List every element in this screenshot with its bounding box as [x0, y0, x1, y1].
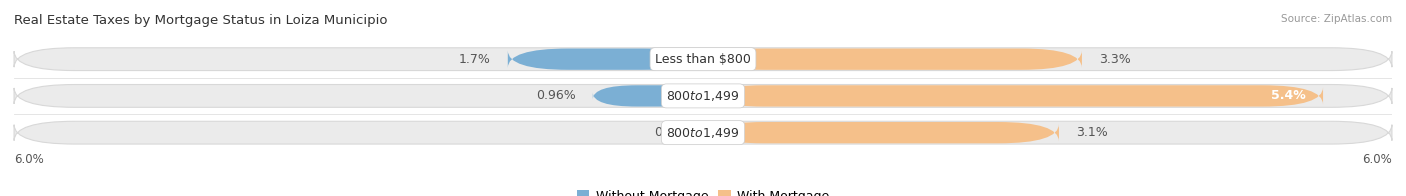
Text: $800 to $1,499: $800 to $1,499 — [666, 126, 740, 140]
FancyBboxPatch shape — [703, 122, 1059, 143]
FancyBboxPatch shape — [593, 85, 703, 107]
Text: Source: ZipAtlas.com: Source: ZipAtlas.com — [1281, 14, 1392, 24]
Text: 6.0%: 6.0% — [14, 153, 44, 166]
FancyBboxPatch shape — [14, 48, 1392, 71]
FancyBboxPatch shape — [703, 85, 1323, 107]
Text: Less than $800: Less than $800 — [655, 53, 751, 66]
FancyBboxPatch shape — [686, 122, 703, 143]
Legend: Without Mortgage, With Mortgage: Without Mortgage, With Mortgage — [572, 185, 834, 196]
Text: 0.0%: 0.0% — [654, 126, 686, 139]
Text: 3.1%: 3.1% — [1076, 126, 1108, 139]
FancyBboxPatch shape — [14, 84, 1392, 107]
Text: $800 to $1,499: $800 to $1,499 — [666, 89, 740, 103]
Text: 1.7%: 1.7% — [458, 53, 491, 66]
Text: 3.3%: 3.3% — [1099, 53, 1130, 66]
FancyBboxPatch shape — [703, 49, 1083, 70]
FancyBboxPatch shape — [508, 49, 703, 70]
Text: 5.4%: 5.4% — [1271, 89, 1306, 103]
FancyBboxPatch shape — [14, 121, 1392, 144]
Text: Real Estate Taxes by Mortgage Status in Loiza Municipio: Real Estate Taxes by Mortgage Status in … — [14, 14, 388, 27]
Text: 6.0%: 6.0% — [1362, 153, 1392, 166]
Text: 0.96%: 0.96% — [536, 89, 575, 103]
